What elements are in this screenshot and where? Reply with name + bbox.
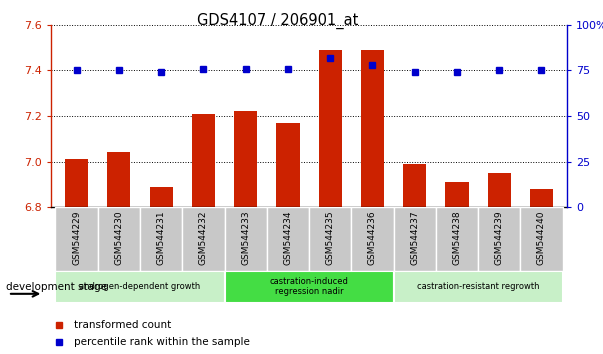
- Text: GSM544234: GSM544234: [283, 210, 292, 265]
- Bar: [192, 114, 215, 207]
- Bar: [488, 173, 511, 207]
- Text: castration-resistant regrowth: castration-resistant regrowth: [417, 282, 539, 291]
- Bar: [107, 152, 130, 207]
- Text: development stage: development stage: [6, 282, 107, 292]
- Text: GSM544232: GSM544232: [199, 210, 208, 265]
- Text: transformed count: transformed count: [74, 320, 172, 330]
- Bar: [224, 207, 267, 271]
- Bar: [234, 112, 257, 207]
- Bar: [403, 164, 426, 207]
- Bar: [530, 189, 553, 207]
- Text: GSM544233: GSM544233: [241, 210, 250, 265]
- Bar: [276, 123, 300, 207]
- Text: GSM544237: GSM544237: [410, 210, 419, 265]
- Text: androgen-dependent growth: androgen-dependent growth: [80, 282, 201, 291]
- Bar: [150, 187, 172, 207]
- Bar: [446, 182, 469, 207]
- Text: GSM544235: GSM544235: [326, 210, 335, 265]
- Bar: [352, 207, 394, 271]
- Bar: [318, 50, 342, 207]
- Bar: [140, 207, 182, 271]
- Bar: [394, 271, 563, 303]
- Text: GSM544230: GSM544230: [115, 210, 124, 265]
- Text: GSM544240: GSM544240: [537, 210, 546, 265]
- Text: GSM544229: GSM544229: [72, 210, 81, 265]
- Bar: [55, 271, 224, 303]
- Text: GSM544239: GSM544239: [494, 210, 504, 265]
- Text: percentile rank within the sample: percentile rank within the sample: [74, 337, 250, 347]
- Bar: [520, 207, 563, 271]
- Bar: [55, 207, 98, 271]
- Text: GSM544231: GSM544231: [157, 210, 166, 265]
- Text: GSM544236: GSM544236: [368, 210, 377, 265]
- Bar: [182, 207, 224, 271]
- Bar: [309, 207, 352, 271]
- Bar: [267, 207, 309, 271]
- Bar: [98, 207, 140, 271]
- Bar: [224, 271, 394, 303]
- Bar: [65, 159, 88, 207]
- Bar: [478, 207, 520, 271]
- Bar: [361, 50, 384, 207]
- Bar: [394, 207, 436, 271]
- Text: GDS4107 / 206901_at: GDS4107 / 206901_at: [197, 12, 358, 29]
- Bar: [436, 207, 478, 271]
- Text: GSM544238: GSM544238: [452, 210, 461, 265]
- Text: castration-induced
regression nadir: castration-induced regression nadir: [270, 277, 349, 296]
